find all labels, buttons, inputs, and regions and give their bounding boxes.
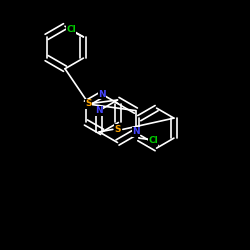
Text: N: N (132, 128, 140, 136)
Text: S: S (86, 99, 92, 108)
Text: Cl: Cl (66, 25, 76, 34)
Text: N: N (95, 106, 103, 115)
Text: N: N (98, 90, 106, 99)
Text: S: S (114, 125, 121, 134)
Text: Cl: Cl (148, 136, 158, 145)
